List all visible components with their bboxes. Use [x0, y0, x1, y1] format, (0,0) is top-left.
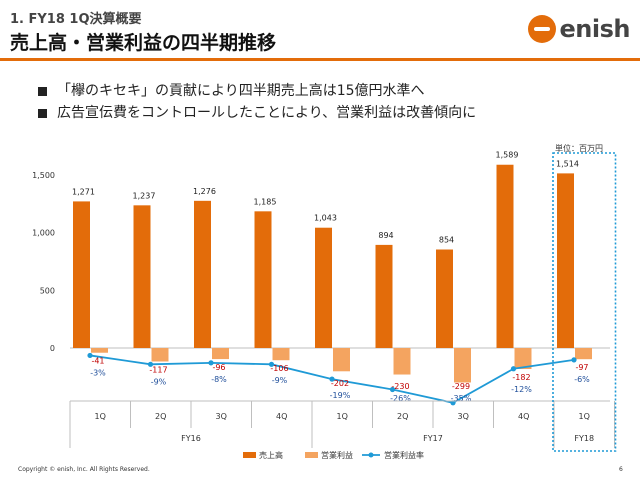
margin-point	[571, 357, 577, 363]
margin-value-label: -6%	[574, 375, 590, 384]
sales-value-label: 854	[439, 236, 454, 245]
margin-point	[510, 366, 517, 372]
margin-point	[147, 361, 154, 367]
margin-value-label: -8%	[211, 375, 227, 384]
profit-value-label: -182	[512, 373, 530, 382]
sales-value-label: 1,514	[556, 159, 579, 168]
sales-bar	[436, 249, 453, 348]
section-subtitle: 1. FY18 1Q決算概要	[10, 12, 142, 27]
profit-value-label: -299	[452, 382, 470, 391]
bullet-item: 広告宣伝費をコントロールしたことにより、営業利益は改善傾向に	[38, 102, 476, 124]
profit-value-label: -41	[91, 357, 104, 366]
quarter-label: 1Q	[579, 412, 590, 421]
profit-bar	[454, 348, 471, 383]
quarter-label: 3Q	[458, 412, 469, 421]
margin-point	[208, 360, 214, 366]
sales-value-label: 894	[378, 231, 393, 240]
bullet-text: 「欅のキセキ」の貢献により四半期売上高は15億円水準へ	[57, 83, 425, 99]
legend-label-sales: 売上高	[259, 450, 283, 460]
company-logo: enish	[527, 12, 631, 46]
margin-point	[389, 386, 396, 393]
page-title: 売上高・営業利益の四半期推移	[10, 32, 277, 54]
legend-swatch-margin-point	[368, 452, 374, 458]
sales-value-label: 1,271	[72, 187, 95, 196]
sales-value-label: 1,276	[193, 187, 216, 196]
highlight-box	[552, 152, 617, 452]
square-bullet-icon	[38, 108, 47, 118]
sales-bar	[254, 211, 272, 348]
sales-bar	[73, 201, 90, 348]
bullet-item: 「欅のキセキ」の貢献により四半期売上高は15億円水準へ	[38, 80, 476, 102]
margin-value-label: -9%	[272, 376, 288, 385]
logo-mark-icon	[527, 15, 556, 43]
profit-bar	[212, 348, 229, 360]
sales-bar	[133, 205, 151, 348]
sales-bar	[194, 200, 211, 348]
legend-label-profit: 営業利益	[321, 450, 353, 460]
margin-value-label: -12%	[511, 385, 532, 394]
margin-point	[268, 361, 275, 367]
profit-bar	[151, 348, 169, 362]
margin-value-label: -35%	[451, 394, 472, 403]
quarter-label: 4Q	[518, 412, 529, 421]
profit-bar	[333, 348, 350, 372]
y-tick-label: 500	[40, 286, 55, 295]
fiscal-year-label: FY17	[423, 434, 443, 443]
y-tick-label: 1,500	[32, 171, 55, 180]
margin-value-label: -26%	[390, 394, 411, 403]
margin-point	[329, 376, 335, 382]
copyright-text: Copyright © enish, Inc. All Rights Reser…	[18, 466, 150, 473]
quarter-label: 1Q	[95, 412, 106, 421]
profit-value-label: -97	[575, 363, 588, 372]
sales-bar	[557, 173, 574, 348]
profit-bar	[514, 348, 532, 369]
profit-bar	[393, 348, 411, 375]
sales-value-label: 1,185	[254, 197, 277, 206]
header: 1. FY18 1Q決算概要 売上高・営業利益の四半期推移 enish	[0, 0, 640, 66]
profit-value-label: -117	[149, 365, 167, 374]
bullet-list: 「欅のキセキ」の貢献により四半期売上高は15億円水準へ 広告宣伝費をコントロール…	[38, 80, 476, 124]
sales-bar	[496, 164, 514, 348]
sales-value-label: 1,043	[314, 214, 337, 223]
profit-value-label: -202	[331, 379, 349, 388]
sales-bar	[315, 227, 332, 348]
profit-value-label: -96	[212, 363, 225, 372]
logo-text: enish	[559, 15, 631, 43]
sales-bar	[375, 244, 393, 348]
profit-bar	[91, 348, 108, 353]
quarter-label: 1Q	[337, 412, 348, 421]
profit-bar	[272, 348, 290, 361]
profit-bar	[575, 348, 592, 360]
fiscal-year-label: FY18	[574, 434, 594, 443]
margin-value-label: -9%	[151, 377, 167, 386]
legend-swatch-profit	[305, 452, 318, 458]
margin-value-label: -19%	[330, 391, 351, 400]
header-divider	[0, 58, 640, 61]
unit-label: 単位：百万円	[555, 144, 603, 153]
fiscal-year-label: FY16	[181, 434, 201, 443]
square-bullet-icon	[38, 86, 47, 96]
y-tick-label: 1,000	[32, 229, 55, 238]
quarter-label: 3Q	[216, 412, 227, 421]
page-number: 6	[619, 466, 623, 473]
sales-value-label: 1,237	[133, 191, 156, 200]
profit-value-label: -230	[391, 382, 409, 391]
legend-swatch-sales	[243, 452, 256, 458]
legend-label-margin: 営業利益率	[384, 450, 424, 460]
bullet-text: 広告宣伝費をコントロールしたことにより、営業利益は改善傾向に	[57, 105, 477, 121]
sales-value-label: 1,589	[496, 151, 519, 160]
quarter-label: 2Q	[155, 412, 166, 421]
y-tick-label: 0	[50, 344, 55, 353]
quarter-label: 2Q	[397, 412, 408, 421]
margin-value-label: -3%	[90, 369, 106, 378]
profit-value-label: -106	[270, 364, 288, 373]
quarter-label: 4Q	[276, 412, 287, 421]
margin-point	[87, 352, 93, 359]
